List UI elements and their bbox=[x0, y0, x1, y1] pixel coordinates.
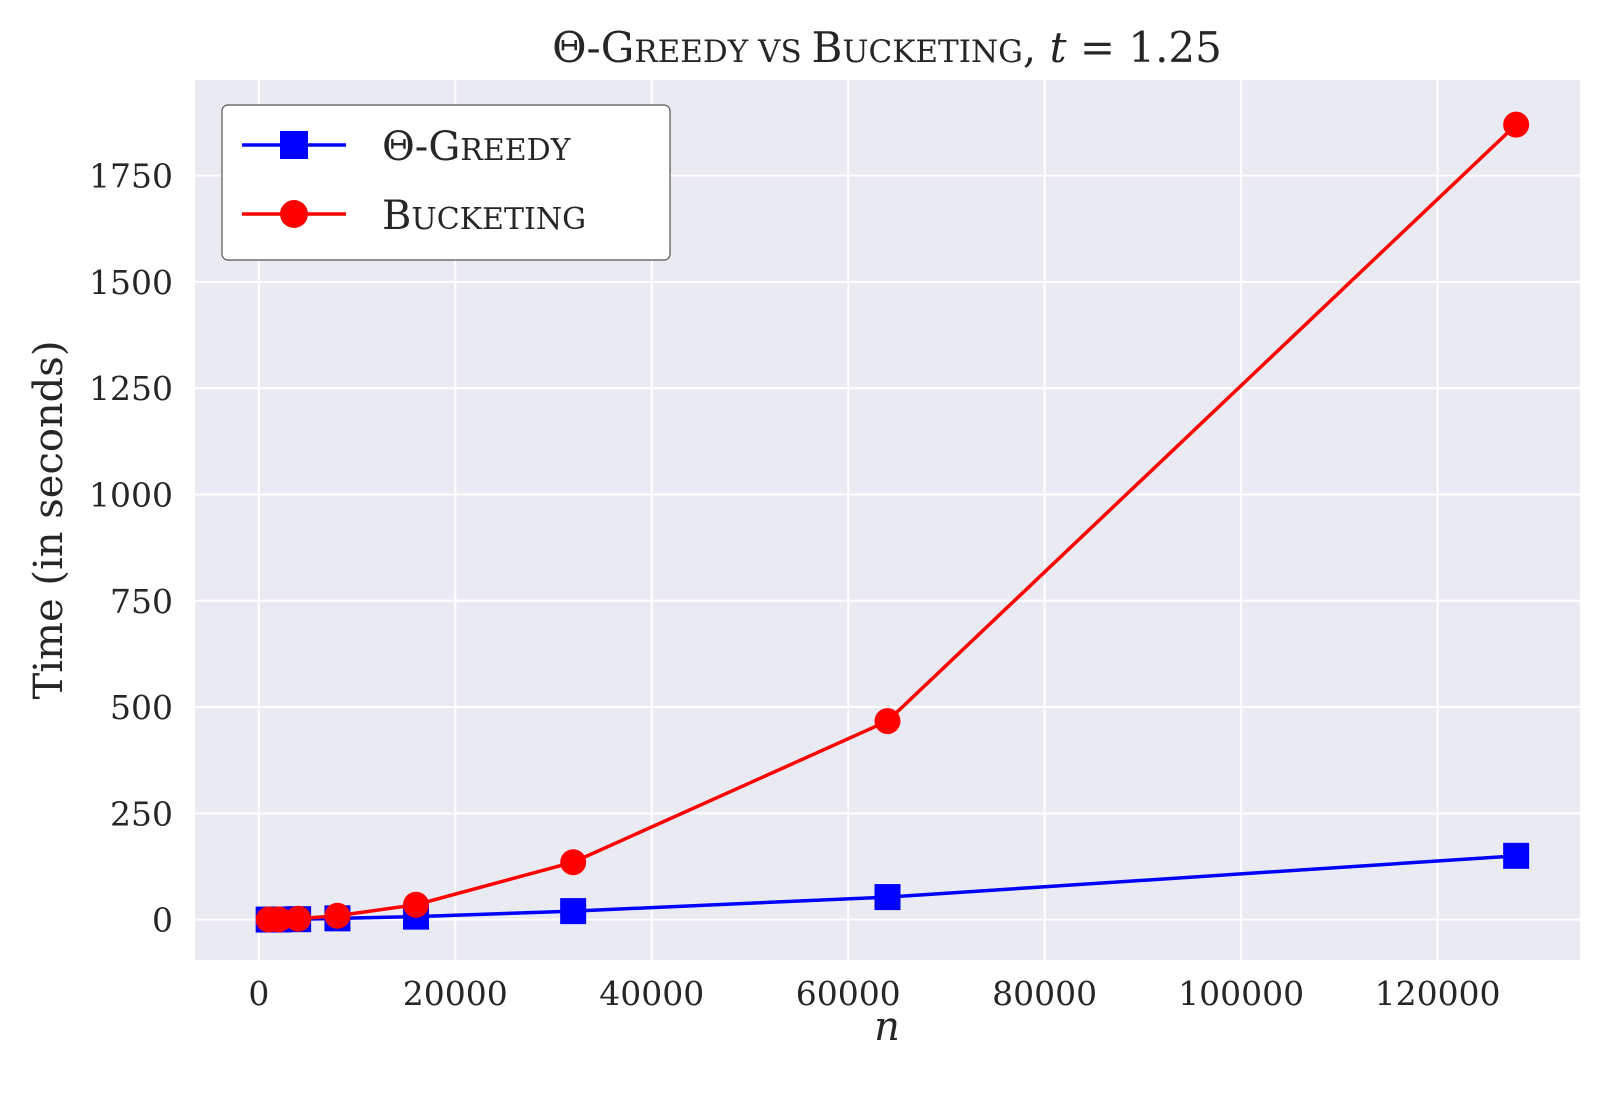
x-tick-label: 100000 bbox=[1178, 974, 1304, 1013]
series-layer bbox=[255, 111, 1530, 933]
y-tick-label: 0 bbox=[152, 901, 173, 940]
y-axis-label: Time (in seconds) bbox=[26, 341, 72, 700]
data-point-bucketing bbox=[874, 708, 901, 735]
legend-item-greedy: Θ-GREEDY bbox=[242, 124, 572, 170]
legend: Θ-GREEDY BUCKETING bbox=[221, 104, 671, 261]
legend-marker-greedy bbox=[280, 131, 308, 159]
chart-title: Θ-GREEDY VS BUCKETING, t = 1.25 bbox=[552, 23, 1222, 72]
x-tick-label: 0 bbox=[248, 974, 269, 1013]
tick-labels: 0 20000 40000 60000 80000 100000 120000 0 250 500… bbox=[89, 157, 1501, 1013]
data-point-greedy bbox=[874, 884, 901, 911]
data-point-bucketing bbox=[403, 891, 430, 918]
x-tick-label: 40000 bbox=[599, 974, 704, 1013]
x-tick-label: 60000 bbox=[796, 974, 901, 1013]
legend-item-bucketing: BUCKETING bbox=[242, 193, 586, 239]
x-axis-label: n bbox=[874, 1004, 900, 1050]
x-tick-label: 120000 bbox=[1375, 974, 1501, 1013]
data-point-bucketing bbox=[560, 849, 587, 876]
series-bucketing bbox=[255, 111, 1530, 933]
data-point-bucketing bbox=[1503, 111, 1530, 138]
data-point-bucketing bbox=[324, 902, 351, 929]
y-tick-label: 250 bbox=[110, 794, 173, 833]
data-point-bucketing bbox=[265, 906, 292, 933]
y-tick-label: 500 bbox=[110, 688, 173, 727]
y-tick-label: 1000 bbox=[89, 475, 173, 514]
x-tick-label: 80000 bbox=[992, 974, 1097, 1013]
y-tick-label: 750 bbox=[110, 582, 173, 621]
data-point-greedy bbox=[560, 898, 587, 925]
data-point-greedy bbox=[1503, 842, 1530, 869]
legend-label-greedy: Θ-GREEDY bbox=[382, 124, 572, 170]
legend-label-bucketing: BUCKETING bbox=[382, 193, 586, 239]
y-tick-label: 1750 bbox=[89, 157, 173, 196]
legend-marker-bucketing bbox=[280, 200, 308, 228]
y-tick-label: 1250 bbox=[89, 369, 173, 408]
data-point-bucketing bbox=[285, 905, 312, 932]
y-tick-label: 1500 bbox=[89, 263, 173, 302]
x-tick-label: 20000 bbox=[403, 974, 508, 1013]
